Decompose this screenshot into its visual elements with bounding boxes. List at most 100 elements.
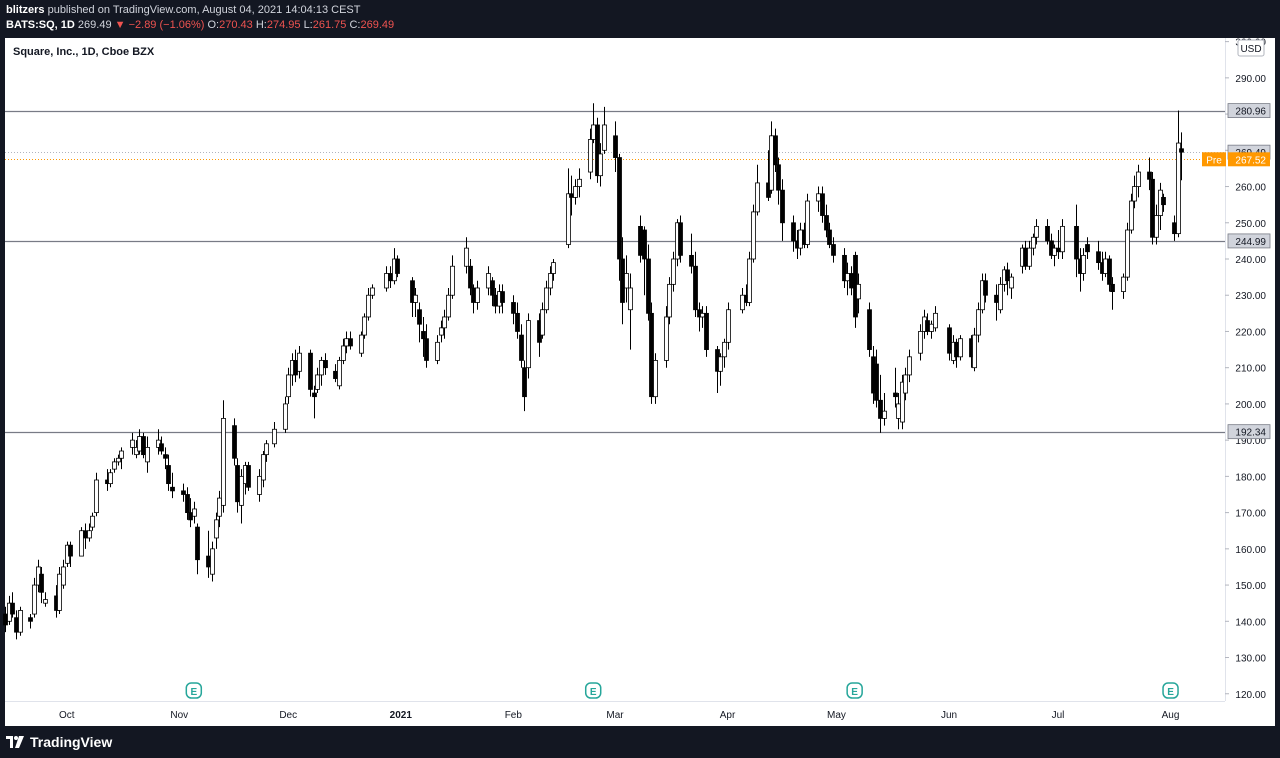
- candle[interactable]: [370, 284, 375, 299]
- candle[interactable]: [747, 251, 752, 307]
- candle[interactable]: [68, 541, 73, 567]
- candle[interactable]: [435, 335, 440, 365]
- candle[interactable]: [87, 523, 92, 542]
- candle[interactable]: [119, 447, 124, 470]
- candle[interactable]: [842, 248, 847, 288]
- candle[interactable]: [264, 440, 269, 462]
- candle[interactable]: [297, 345, 302, 379]
- candle[interactable]: [972, 327, 977, 372]
- candle[interactable]: [421, 316, 426, 357]
- candle[interactable]: [1096, 240, 1101, 270]
- candle[interactable]: [519, 324, 524, 368]
- candle[interactable]: [43, 592, 48, 607]
- candle[interactable]: [257, 469, 262, 502]
- candle[interactable]: [475, 280, 480, 310]
- candle[interactable]: [10, 592, 15, 618]
- candle[interactable]: [232, 418, 237, 466]
- candle[interactable]: [577, 168, 582, 198]
- candle[interactable]: [413, 287, 418, 317]
- candle[interactable]: [867, 302, 872, 357]
- candle[interactable]: [515, 302, 520, 339]
- candle[interactable]: [602, 106, 607, 154]
- candle[interactable]: [827, 222, 832, 249]
- candle[interactable]: [159, 436, 164, 455]
- candle[interactable]: [820, 186, 825, 223]
- candle[interactable]: [1121, 273, 1126, 299]
- candle[interactable]: [490, 277, 495, 307]
- candle[interactable]: [1074, 204, 1079, 278]
- candle[interactable]: [442, 309, 447, 339]
- candle[interactable]: [1009, 273, 1014, 299]
- candle[interactable]: [526, 313, 531, 379]
- candle[interactable]: [1085, 237, 1090, 259]
- candle[interactable]: [573, 179, 578, 205]
- candle[interactable]: [1161, 193, 1166, 212]
- earnings-icon[interactable]: E: [584, 682, 602, 699]
- candle[interactable]: [751, 204, 756, 263]
- candle[interactable]: [1125, 222, 1130, 281]
- candle[interactable]: [410, 277, 415, 317]
- candle[interactable]: [678, 215, 683, 263]
- candle[interactable]: [1150, 172, 1155, 245]
- candle[interactable]: [548, 266, 553, 296]
- candle[interactable]: [900, 374, 905, 430]
- candle[interactable]: [882, 393, 887, 426]
- candle[interactable]: [28, 614, 33, 629]
- candle[interactable]: [566, 168, 571, 249]
- candle[interactable]: [323, 353, 328, 375]
- candle[interactable]: [776, 157, 781, 205]
- candle[interactable]: [958, 335, 963, 361]
- candle[interactable]: [18, 606, 23, 636]
- candle[interactable]: [1060, 219, 1065, 259]
- candle[interactable]: [32, 577, 37, 618]
- candle[interactable]: [214, 512, 219, 549]
- candle[interactable]: [90, 512, 95, 531]
- candle[interactable]: [903, 367, 908, 401]
- candle[interactable]: [1176, 110, 1181, 238]
- candle[interactable]: [976, 302, 981, 343]
- candle[interactable]: [1045, 219, 1050, 245]
- candle[interactable]: [192, 501, 197, 524]
- candle[interactable]: [108, 469, 113, 488]
- candle[interactable]: [195, 523, 200, 575]
- candle[interactable]: [704, 306, 709, 357]
- candle[interactable]: [439, 320, 444, 343]
- candle[interactable]: [359, 331, 364, 357]
- candle[interactable]: [649, 302, 654, 404]
- candle[interactable]: [57, 566, 62, 615]
- candle[interactable]: [286, 367, 291, 404]
- candle[interactable]: [210, 541, 215, 582]
- candle[interactable]: [1027, 240, 1032, 270]
- candle[interactable]: [544, 280, 549, 314]
- candle[interactable]: [181, 483, 186, 502]
- candle[interactable]: [1136, 164, 1141, 198]
- candle[interactable]: [145, 436, 150, 473]
- candle[interactable]: [983, 273, 988, 303]
- candle[interactable]: [624, 255, 629, 303]
- candle[interactable]: [417, 302, 422, 343]
- candle[interactable]: [653, 353, 658, 404]
- candle[interactable]: [261, 451, 266, 488]
- earnings-icon[interactable]: E: [846, 682, 863, 699]
- candle[interactable]: [947, 324, 952, 361]
- candle[interactable]: [366, 287, 371, 321]
- candle[interactable]: [163, 447, 168, 470]
- candle[interactable]: [805, 193, 810, 249]
- candle[interactable]: [613, 121, 618, 173]
- candle[interactable]: [907, 349, 912, 383]
- candle[interactable]: [689, 233, 694, 274]
- candlestick-chart[interactable]: E E E E 120.00 130.00 140.00 150.00 160.00 170.0…: [0, 38, 1280, 726]
- candle[interactable]: [450, 255, 455, 299]
- candle[interactable]: [540, 302, 545, 339]
- candle[interactable]: [308, 349, 313, 397]
- candle[interactable]: [217, 490, 222, 528]
- candle[interactable]: [239, 469, 244, 524]
- candle[interactable]: [664, 306, 669, 368]
- earnings-icon[interactable]: E: [185, 682, 203, 699]
- author-name[interactable]: blitzers: [6, 4, 45, 16]
- candle[interactable]: [1034, 219, 1039, 245]
- candle[interactable]: [588, 128, 593, 180]
- candle[interactable]: [446, 287, 451, 321]
- candle[interactable]: [878, 374, 883, 433]
- candle[interactable]: [424, 324, 429, 368]
